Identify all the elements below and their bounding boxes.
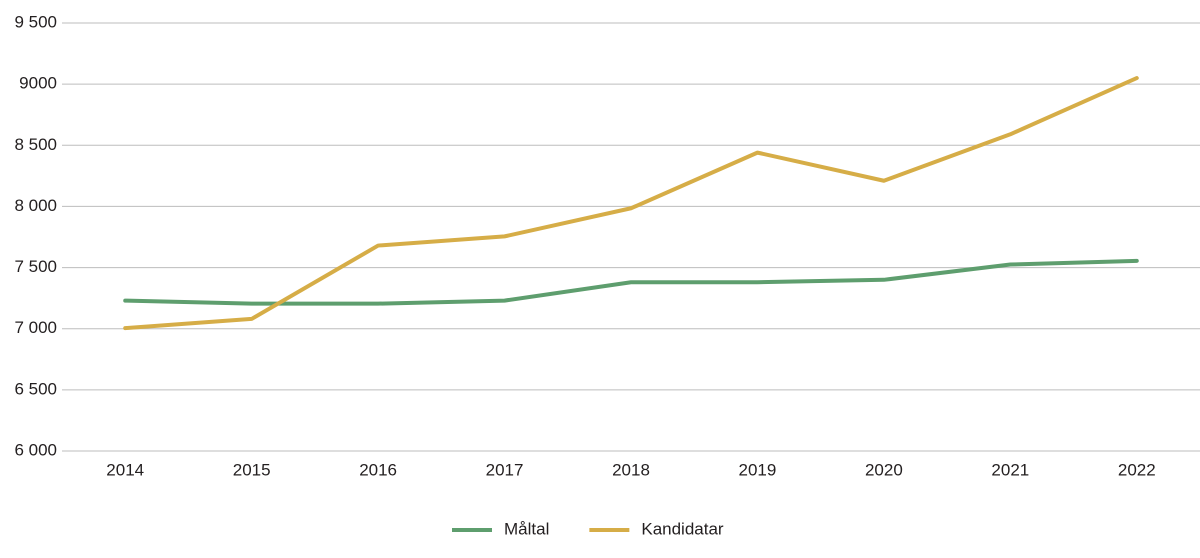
x-tick-label: 2017 xyxy=(486,460,524,479)
series-line xyxy=(123,258,1139,306)
y-tick-label: 7 000 xyxy=(14,318,57,337)
x-tick-label: 2018 xyxy=(612,460,650,479)
x-tick-label: 2020 xyxy=(865,460,903,479)
x-tick-label: 2014 xyxy=(106,460,144,479)
y-tick-label: 8 500 xyxy=(14,135,57,154)
x-tick-label: 2015 xyxy=(233,460,271,479)
y-tick-label: 6 000 xyxy=(14,440,57,459)
y-tick-label: 6 500 xyxy=(14,379,57,398)
y-tick-label: 9000 xyxy=(19,74,57,93)
y-tick-label: 7 500 xyxy=(14,257,57,276)
x-tick-label: 2016 xyxy=(359,460,397,479)
x-tick-label: 2021 xyxy=(991,460,1029,479)
legend-label: Måltal xyxy=(504,519,549,538)
legend-label: Kandidatar xyxy=(641,519,724,538)
x-tick-label: 2022 xyxy=(1118,460,1156,479)
y-tick-label: 9 500 xyxy=(14,12,57,31)
series-line xyxy=(123,76,1139,331)
x-tick-label: 2019 xyxy=(739,460,777,479)
y-tick-label: 8 000 xyxy=(14,196,57,215)
